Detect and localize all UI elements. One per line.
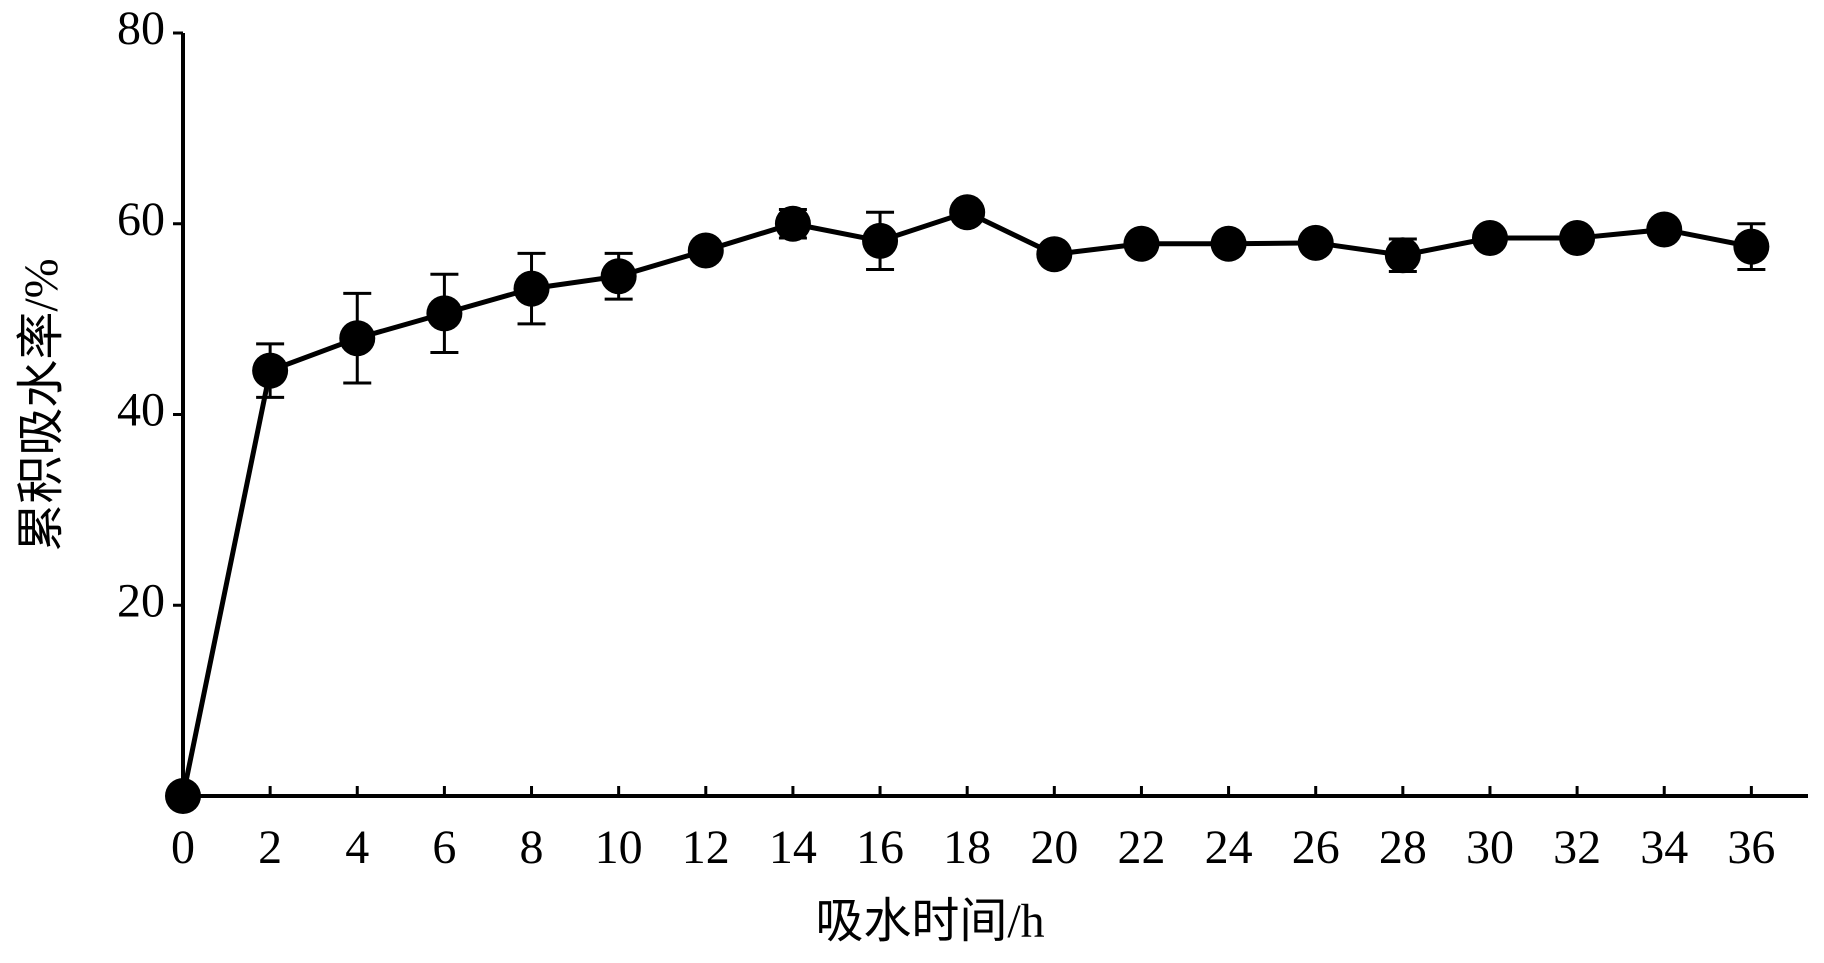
data-point — [1123, 225, 1160, 262]
x-tick-label: 22 — [1117, 821, 1165, 874]
x-tick-label: 2 — [258, 821, 282, 874]
x-tick-label: 4 — [345, 821, 369, 874]
x-tick-label: 18 — [943, 821, 991, 874]
data-point — [165, 778, 201, 814]
x-axis-title: 吸水时间/h — [815, 895, 1044, 948]
data-point — [1036, 236, 1073, 273]
x-tick-label: 6 — [432, 821, 456, 874]
y-tick-label: 40 — [117, 384, 165, 437]
x-tick-label: 10 — [595, 821, 643, 874]
data-point — [426, 295, 463, 332]
x-tick-label: 26 — [1292, 821, 1340, 874]
data-point — [1471, 220, 1508, 257]
x-tick-label: 16 — [856, 821, 904, 874]
x-tick-label: 0 — [171, 821, 195, 874]
data-point — [1559, 220, 1596, 257]
x-tick-label: 28 — [1379, 821, 1427, 874]
x-tick-label: 20 — [1030, 821, 1078, 874]
data-point — [252, 352, 289, 389]
x-tick-label: 12 — [682, 821, 730, 874]
data-point — [1297, 224, 1334, 261]
x-tick-label: 14 — [769, 821, 817, 874]
data-point — [1384, 237, 1421, 274]
data-point — [1646, 211, 1683, 248]
x-tick-label: 30 — [1466, 821, 1514, 874]
data-point — [600, 258, 637, 295]
data-point — [862, 222, 899, 259]
data-point — [513, 270, 550, 307]
data-line — [180, 209, 1752, 797]
x-tick-label: 24 — [1205, 821, 1253, 874]
x-tick-label: 32 — [1553, 821, 1601, 874]
x-tick-label: 34 — [1640, 821, 1688, 874]
data-point — [774, 205, 811, 242]
y-tick-label: 20 — [117, 574, 165, 627]
x-tick-label: 36 — [1727, 821, 1775, 874]
y-tick-label: 80 — [117, 2, 165, 55]
x-tick-label: 8 — [520, 821, 544, 874]
y-tick-label: 60 — [117, 193, 165, 246]
data-point — [1733, 228, 1770, 265]
data-point — [339, 320, 376, 357]
y-axis-title: 累积吸水率/% — [15, 258, 68, 551]
data-point — [687, 232, 724, 269]
data-point — [949, 194, 986, 231]
data-point — [1210, 225, 1247, 262]
